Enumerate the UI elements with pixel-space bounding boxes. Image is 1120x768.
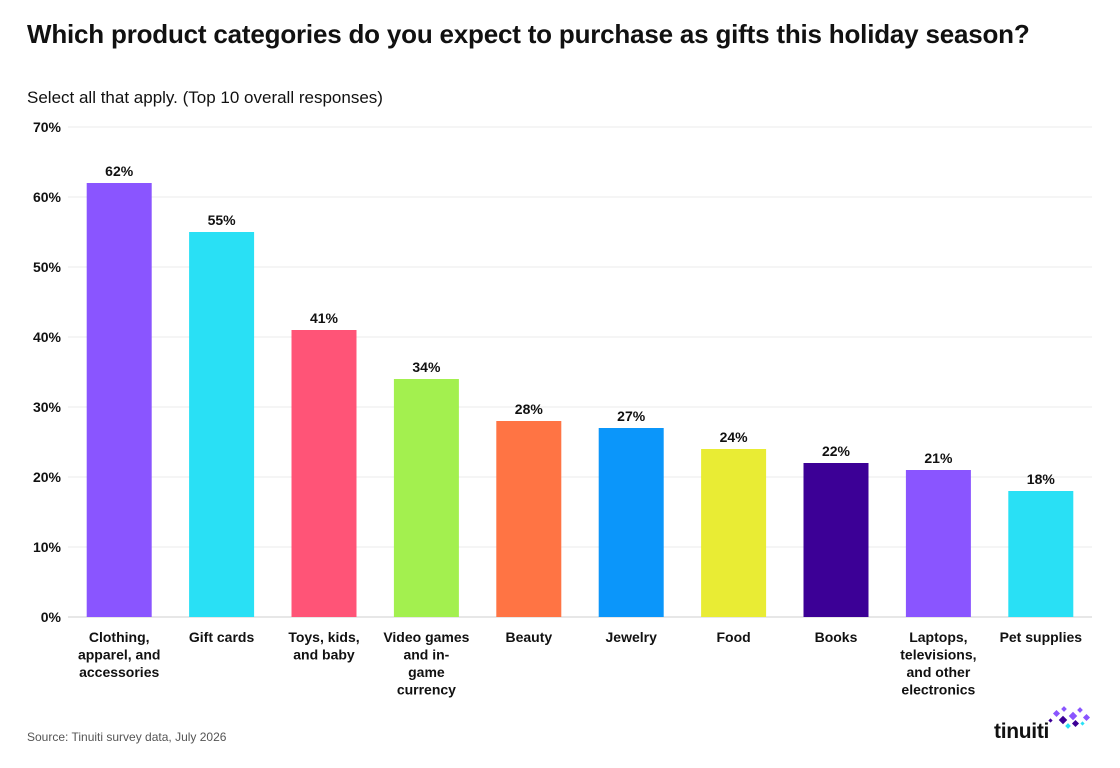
bar: [189, 232, 255, 617]
bar: [1008, 491, 1074, 617]
brand-wordmark: tinuiti: [994, 720, 1050, 743]
chart-subtitle: Select all that apply. (Top 10 overall r…: [27, 88, 383, 107]
x-tick-label: Food: [716, 629, 750, 645]
x-tick-label: Toys, kids, and baby: [288, 629, 359, 663]
data-label: 28%: [515, 401, 544, 417]
data-label: 22%: [822, 443, 851, 459]
logo-mark-icon: [1048, 706, 1091, 729]
bar: [496, 421, 562, 617]
source-note: Source: Tinuiti survey data, July 2026: [27, 730, 227, 744]
bar: [803, 463, 869, 617]
chart-title: Which product categories do you expect t…: [27, 19, 1030, 49]
bar: [393, 379, 459, 617]
bar: [291, 330, 357, 617]
data-label: 55%: [208, 212, 237, 228]
x-tick-label: Pet supplies: [1000, 629, 1083, 645]
y-tick-label: 0%: [41, 609, 62, 625]
data-label: 62%: [105, 163, 134, 179]
y-tick-label: 60%: [33, 189, 62, 205]
y-tick-label: 10%: [33, 539, 62, 555]
y-tick-label: 20%: [33, 469, 62, 485]
data-label: 24%: [720, 429, 749, 445]
x-tick-label: Clothing, apparel, and accessories: [78, 629, 160, 680]
y-tick-label: 50%: [33, 259, 62, 275]
tinuiti-logo: tinuiti: [994, 705, 1094, 745]
data-label: 41%: [310, 310, 339, 326]
y-tick-label: 70%: [33, 119, 62, 135]
bar: [86, 183, 152, 617]
y-tick-label: 40%: [33, 329, 62, 345]
data-label: 21%: [924, 450, 953, 466]
data-label: 27%: [617, 408, 646, 424]
data-label: 18%: [1027, 471, 1056, 487]
bar: [598, 428, 664, 617]
x-tick-label: Jewelry: [606, 629, 658, 645]
x-tick-label: Video games and in-game currency: [383, 629, 469, 698]
y-tick-label: 30%: [33, 399, 62, 415]
data-label: 34%: [412, 359, 441, 375]
bar: [905, 470, 971, 617]
x-tick-label: Books: [815, 629, 858, 645]
x-tick-label: Beauty: [505, 629, 552, 645]
x-tick-label: Gift cards: [189, 629, 255, 645]
x-tick-label: Laptops, televisions, and other electronics: [900, 629, 976, 698]
bar: [701, 449, 767, 617]
